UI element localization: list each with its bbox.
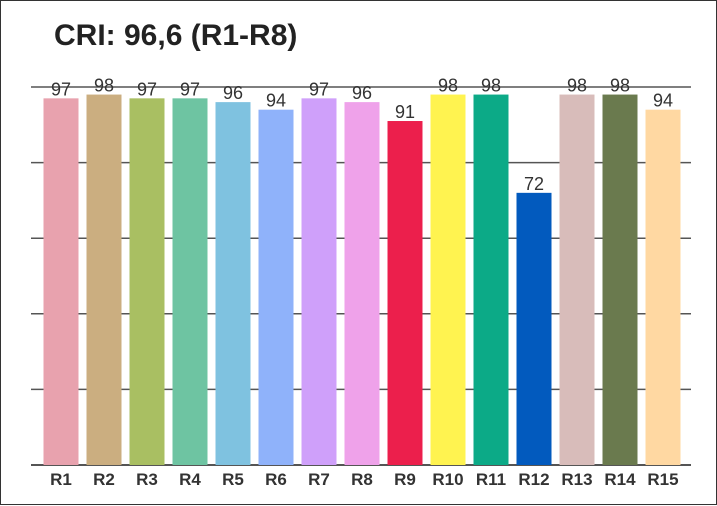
bar-r9 [387, 121, 423, 466]
value-label-r5: 96 [223, 83, 243, 103]
value-label-r2: 98 [94, 76, 114, 96]
value-label-r15: 94 [653, 91, 673, 111]
category-label-r14: R14 [604, 470, 636, 489]
bar-r2 [86, 94, 122, 465]
value-labels: 97 98 97 97 96 94 97 96 91 98 98 72 98 98 94 [51, 76, 673, 194]
value-label-r4: 97 [180, 79, 200, 99]
bar-r5 [215, 102, 251, 466]
category-label-r2: R2 [93, 470, 115, 489]
bar-r8 [344, 102, 380, 466]
category-label-r4: R4 [179, 470, 201, 489]
bar-r4 [172, 98, 208, 465]
bar-r15 [645, 109, 681, 466]
value-label-r13: 98 [567, 76, 587, 96]
bar-r6 [258, 109, 294, 466]
bar-r11 [473, 94, 509, 465]
category-label-r9: R9 [394, 470, 416, 489]
value-label-r14: 98 [610, 76, 630, 96]
value-label-r9: 91 [395, 102, 415, 122]
category-label-r3: R3 [136, 470, 158, 489]
category-label-r6: R6 [265, 470, 287, 489]
bar-r1 [43, 98, 79, 465]
category-label-r5: R5 [222, 470, 244, 489]
value-label-r11: 98 [481, 76, 501, 96]
category-label-r12: R12 [518, 470, 549, 489]
bar-r3 [129, 98, 165, 465]
bar-r7 [301, 98, 337, 465]
category-label-r13: R13 [561, 470, 592, 489]
value-label-r8: 96 [352, 83, 372, 103]
category-label-r7: R7 [308, 470, 330, 489]
bar-r14 [602, 94, 638, 465]
bar-r12 [516, 192, 552, 465]
value-label-r7: 97 [309, 79, 329, 99]
value-label-r12: 72 [524, 174, 544, 194]
value-label-r1: 97 [51, 79, 71, 99]
category-label-r15: R15 [647, 470, 678, 489]
category-label-r1: R1 [50, 470, 72, 489]
category-labels: R1 R2 R3 R4 R5 R6 R7 R8 R9 R10 R11 R12 R13 R14 R15 [50, 470, 678, 489]
category-label-r8: R8 [351, 470, 373, 489]
value-label-r6: 94 [266, 91, 286, 111]
bar-r10 [430, 94, 466, 465]
category-label-r11: R11 [476, 470, 506, 489]
bars [43, 94, 681, 466]
category-label-r10: R10 [432, 470, 463, 489]
chart-title: CRI: 96,6 (R1-R8) [54, 19, 298, 52]
value-label-r10: 98 [438, 76, 458, 96]
bar-r13 [559, 94, 595, 465]
value-label-r3: 97 [137, 79, 157, 99]
